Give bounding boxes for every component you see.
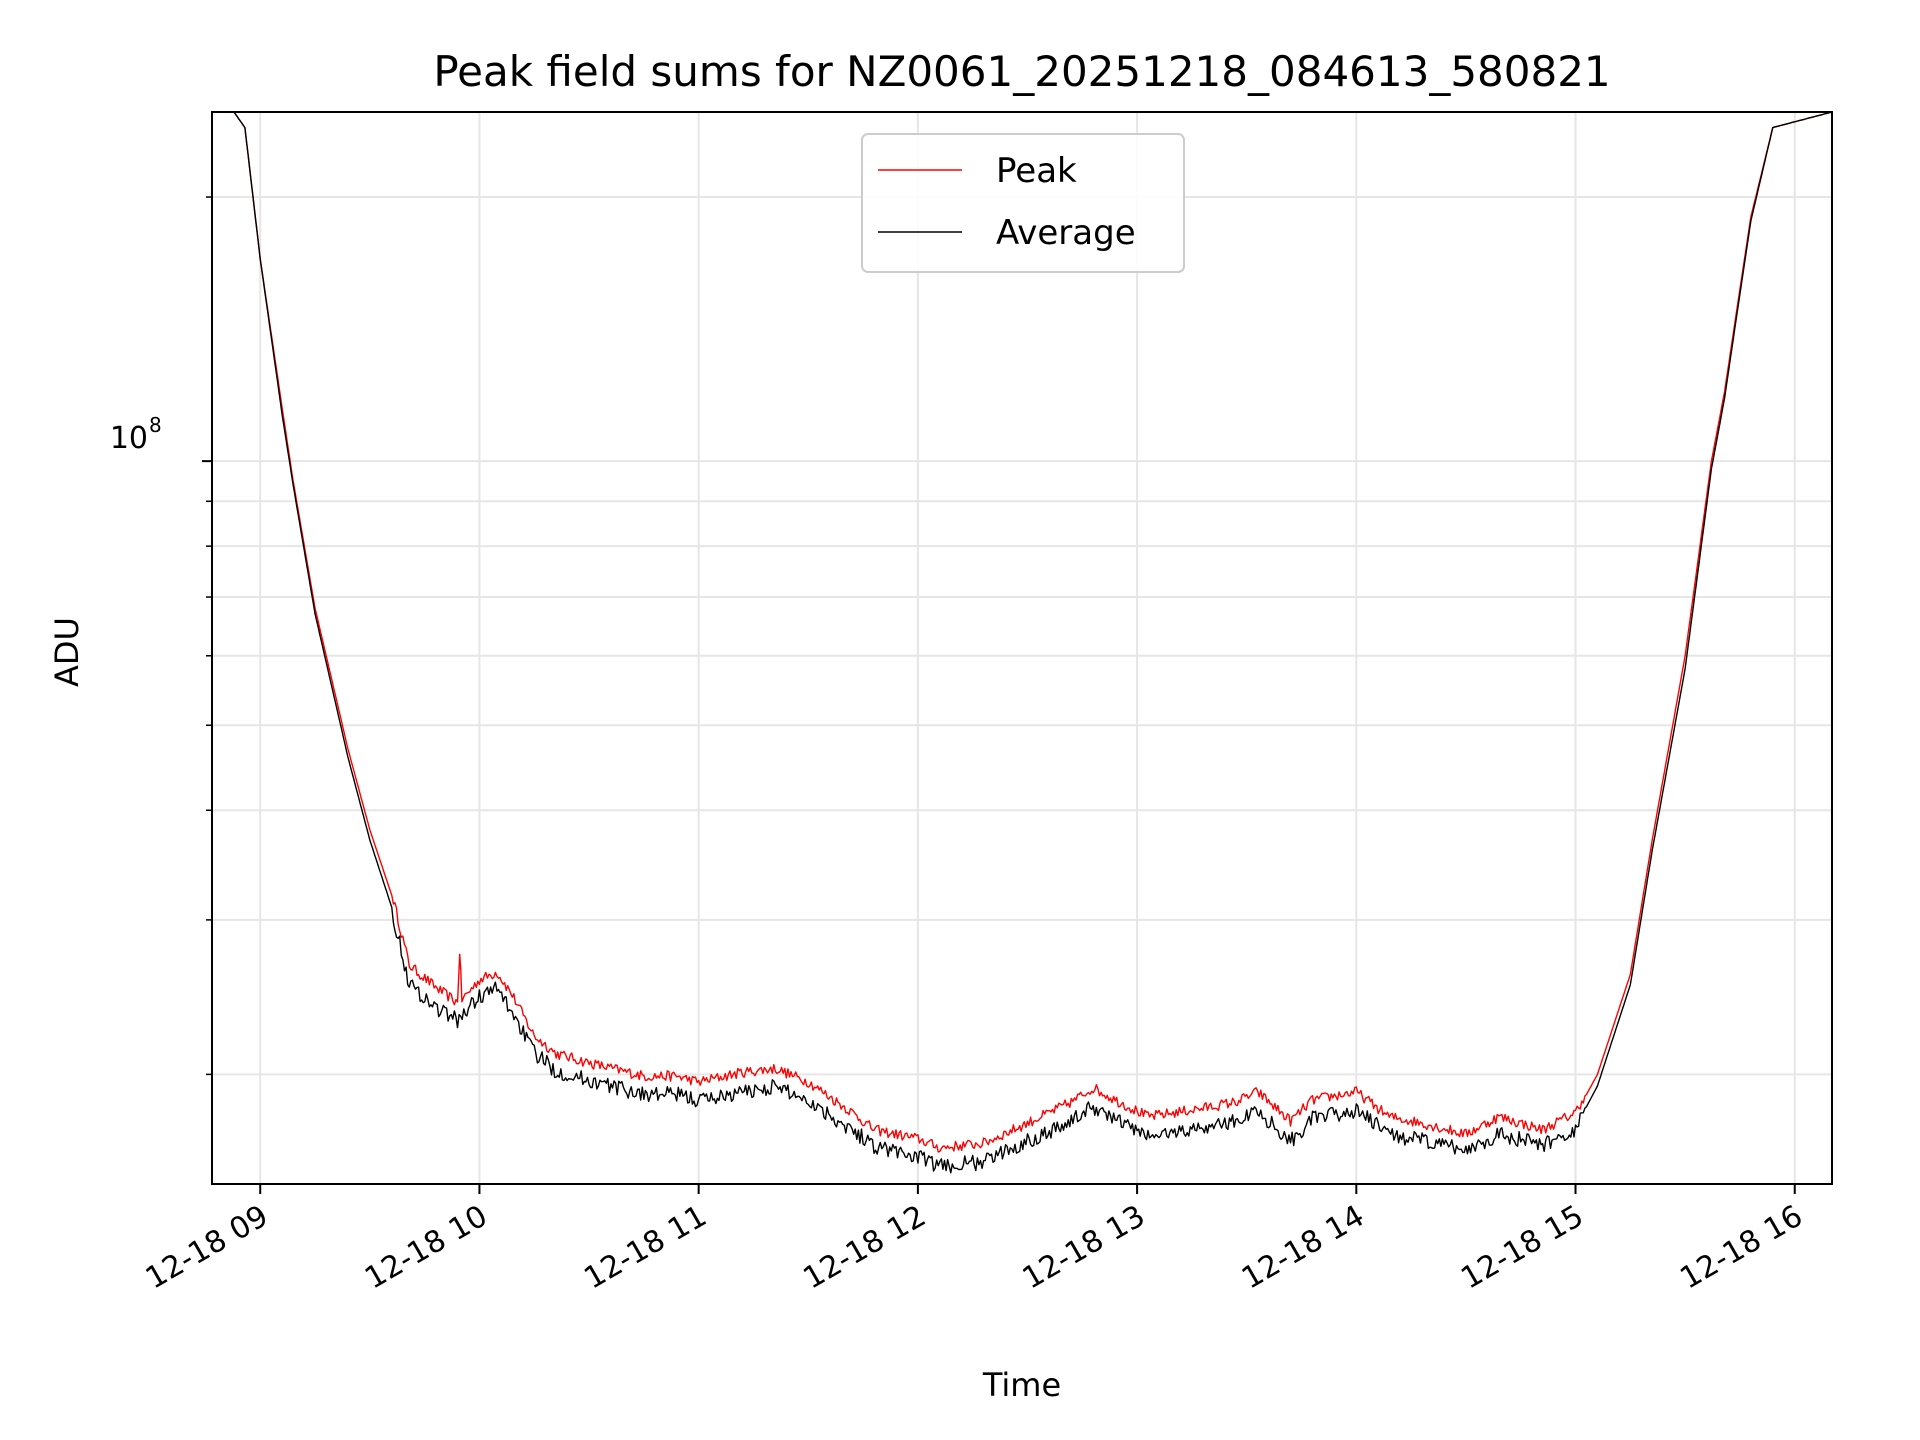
y-tick-label-base: 10 xyxy=(110,421,148,456)
legend-label-average: Average xyxy=(996,213,1136,253)
y-axis-label: ADU xyxy=(48,617,86,687)
series-layer xyxy=(212,111,1833,1174)
y-tick-label-exponent: 8 xyxy=(149,413,162,437)
legend: Peak Average xyxy=(861,133,1185,273)
y-tick-label-1e8: 10 8 xyxy=(110,413,162,456)
plot-frame xyxy=(211,111,1833,1185)
x-axis-label: Time xyxy=(982,1366,1061,1404)
legend-label-peak: Peak xyxy=(996,151,1077,191)
chart-title: Peak field sums for NZ0061_20251218_0846… xyxy=(433,47,1610,96)
series-line-average xyxy=(212,111,1833,1174)
legend-box xyxy=(861,133,1185,273)
grid xyxy=(212,112,1832,1184)
series-line-peak xyxy=(212,111,1833,1153)
